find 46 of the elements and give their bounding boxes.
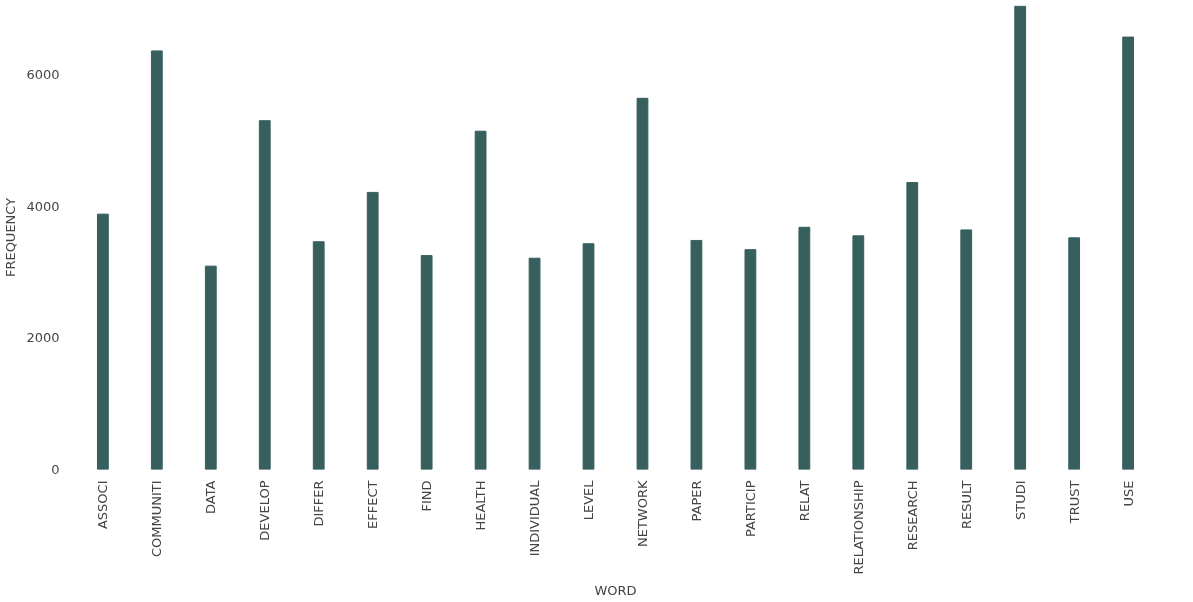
bar	[582, 243, 595, 470]
bar	[96, 213, 109, 470]
x-tick-label: NETWORK	[634, 480, 650, 548]
bar	[636, 97, 649, 470]
bar	[474, 130, 487, 470]
bar	[420, 255, 433, 470]
x-tick-label: INDIVIDUAL	[527, 479, 543, 557]
bar	[1014, 5, 1027, 470]
y-axis-title: FREQUENCY	[3, 197, 19, 278]
x-tick-label: PAPER	[688, 480, 704, 522]
x-tick-label: PARTICIP	[742, 480, 758, 538]
bar	[1068, 237, 1081, 470]
x-tick-label: RESULT	[958, 480, 974, 529]
x-tick-label: RELATIONSHIP	[850, 480, 866, 575]
x-axis-title: WORD	[594, 582, 637, 598]
bar	[906, 182, 919, 470]
bar	[258, 120, 271, 470]
bar	[798, 226, 811, 470]
x-tick-label: STUDI	[1012, 480, 1028, 521]
x-tick-label: USE	[1120, 480, 1136, 507]
x-tick-label: LEVEL	[581, 479, 597, 521]
bar	[852, 235, 865, 470]
bar	[744, 249, 757, 470]
x-tick-label: HEALTH	[473, 480, 489, 531]
x-tick-label: DIFFER	[311, 480, 327, 527]
bar	[1122, 36, 1135, 470]
x-tick-label: FIND	[419, 480, 435, 512]
x-tick-label: DEVELOP	[257, 480, 273, 541]
x-tick-label: ASSOCI	[95, 480, 111, 530]
x-tick-label: RESEARCH	[904, 480, 920, 551]
x-tick-label: TRUST	[1066, 480, 1082, 525]
bar	[690, 239, 703, 470]
bar	[150, 50, 163, 470]
y-tick-label: 0	[51, 462, 60, 477]
y-tick-label: 6000	[26, 67, 60, 83]
x-tick-label: RELAT	[796, 480, 812, 522]
bar	[312, 241, 325, 470]
bar	[960, 229, 973, 470]
bar	[366, 191, 379, 470]
y-tick-label: 4000	[26, 198, 60, 214]
x-tick-label: DATA	[203, 480, 219, 514]
bar	[528, 257, 541, 470]
y-tick-label: 2000	[26, 330, 60, 346]
bar	[204, 265, 217, 470]
x-tick-label: EFFECT	[365, 480, 381, 529]
x-tick-label: COMMUNITI	[149, 480, 165, 558]
